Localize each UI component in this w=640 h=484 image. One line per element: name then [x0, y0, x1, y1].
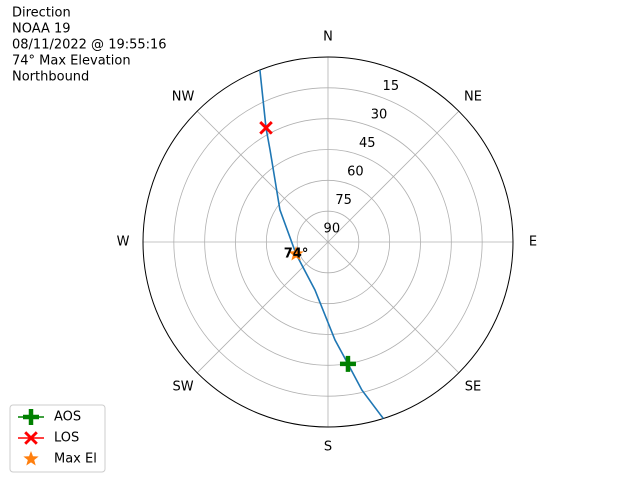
- theta-tick-label: NE: [464, 90, 482, 105]
- title-line: 74° Max Elevation: [12, 54, 131, 69]
- legend-marker: [23, 409, 39, 425]
- theta-tick-label: S: [324, 440, 332, 455]
- marker-star: [288, 246, 304, 261]
- theta-tick-label: NW: [172, 90, 195, 105]
- r-tick-label: 30: [371, 107, 388, 122]
- grid-spoke: [327, 110, 460, 243]
- polar-frame: [142, 56, 514, 428]
- r-tick-label: 90: [324, 221, 341, 236]
- legend-label: LOS: [54, 431, 79, 446]
- marker-plus: [339, 355, 356, 372]
- legend-label: AOS: [54, 410, 81, 425]
- annotation: 74°: [284, 247, 309, 262]
- r-tick-label: 75: [335, 193, 352, 208]
- theta-tick-label: N: [323, 30, 333, 45]
- grid-spoke: [196, 110, 329, 243]
- grid-spoke: [327, 241, 460, 374]
- legend-marker: [24, 431, 38, 445]
- theta-tick-label: W: [117, 235, 130, 250]
- title-line: Direction: [12, 6, 71, 21]
- legend-marker: [23, 451, 39, 466]
- legend-label: Max El: [54, 452, 97, 467]
- legend-frame: [9, 404, 106, 473]
- r-tick-label: 60: [347, 164, 364, 179]
- title-line: 08/11/2022 @ 19:55:16: [12, 38, 167, 53]
- title-line: Northbound: [12, 70, 89, 85]
- r-tick-label: 15: [383, 79, 400, 94]
- legend: AOS LOS Max El: [9, 404, 106, 473]
- title-line: NOAA 19: [12, 22, 71, 37]
- grid-spoke: [196, 241, 329, 374]
- theta-tick-label: SE: [465, 379, 481, 394]
- marker-x: [259, 121, 273, 135]
- track-line: [259, 69, 384, 420]
- r-tick-label: 45: [359, 136, 376, 151]
- theta-tick-label: E: [529, 235, 537, 250]
- theta-tick-label: SW: [172, 379, 193, 394]
